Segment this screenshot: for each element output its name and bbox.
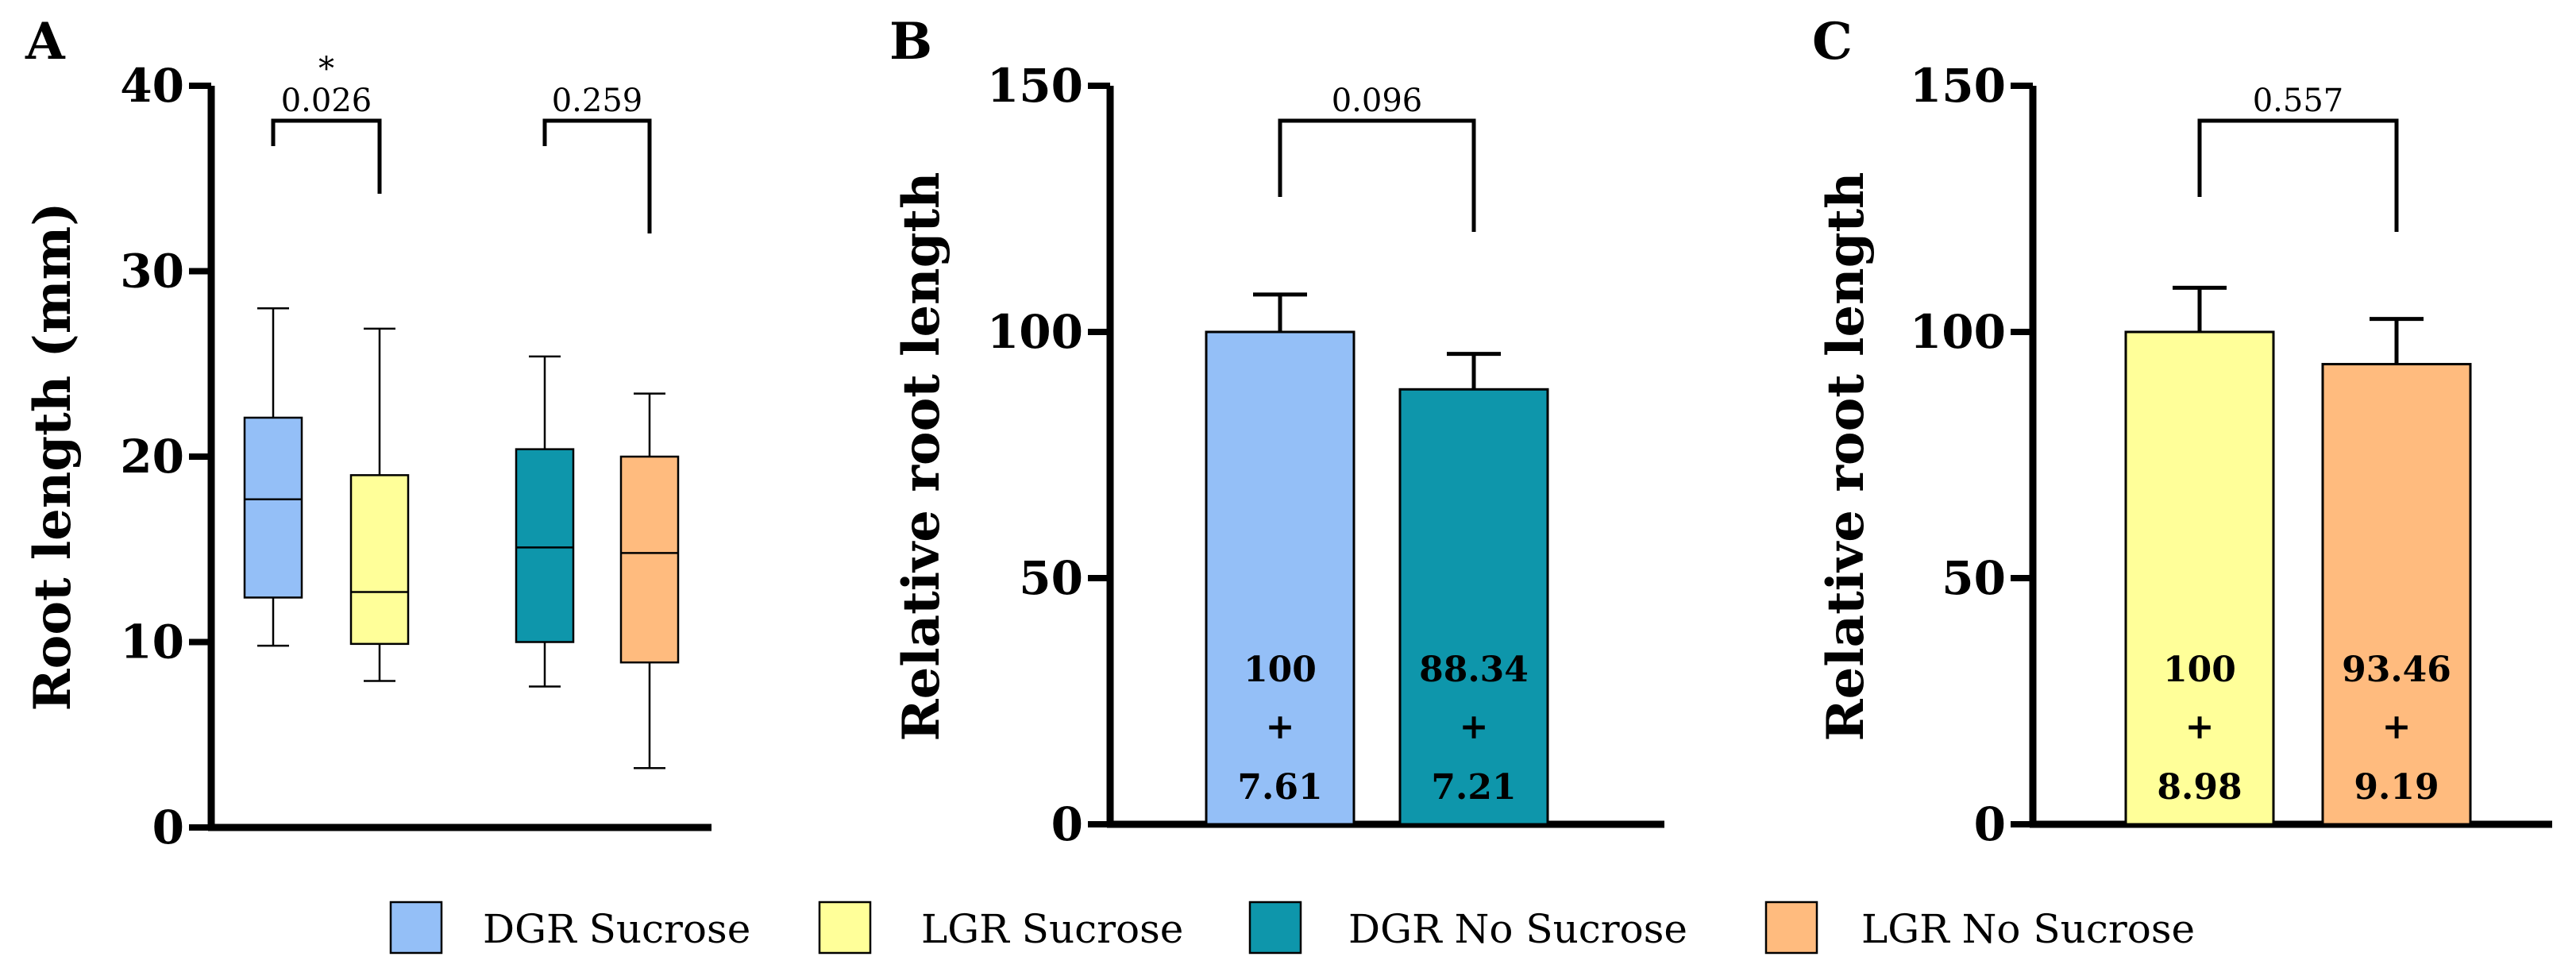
panel-a-y-axis-label: Root length (mm) (23, 202, 83, 711)
bar-value-label: 88.34 (1419, 650, 1529, 690)
legend-label-lgr-no-sucrose: LGR No Sucrose (1861, 906, 2195, 952)
panel-c-y-tick-label: 0 (1974, 797, 2006, 851)
legend-swatch-lgr-sucrose (818, 901, 872, 955)
significance-bracket (2197, 118, 2399, 232)
significance-bracket (1278, 118, 1476, 232)
p-value-label: 0.557 (2253, 83, 2344, 119)
legend-label-dgr-no-sucrose: DGR No Sucrose (1348, 906, 1687, 952)
panel-b-y-tick-label: 100 (987, 305, 1083, 359)
bar-value-label: 93.46 (2342, 650, 2451, 690)
panel-a: A Root length (mm) 0 10 20 30 40 0.026* 0.259 (23, 12, 711, 854)
bar-error-label: 7.61 (1237, 767, 1322, 808)
bar-lgr-no-sucrose (2321, 363, 2472, 826)
panel-c-y-tick-label: 150 (1910, 59, 2006, 113)
panel-b-y-tick-label: 150 (987, 59, 1083, 113)
p-value-label: 0.096 (1332, 83, 1423, 119)
bar-dgr-sucrose (1205, 330, 1355, 826)
bar-value-label: 100 (2163, 650, 2236, 690)
p-value-label: 0.026 (281, 83, 372, 119)
significance-bracket (271, 118, 382, 194)
panel-b-bars: 100 +7.61 88.34 +7.21 (1205, 292, 1549, 826)
panel-b-significance: 0.096 (1278, 83, 1476, 232)
bar-value-label: 100 (1244, 650, 1317, 690)
bar-lgr-sucrose (2124, 330, 2275, 826)
legend-label-lgr-sucrose: LGR Sucrose (921, 906, 1183, 952)
panel-c-letter: C (1812, 12, 1853, 71)
panel-b-letter: B (889, 12, 932, 71)
significance-star: * (318, 51, 334, 87)
bar-error-label: 7.21 (1431, 767, 1516, 808)
panel-a-boxes (243, 307, 680, 770)
panel-c-y-tick-label: 100 (1910, 305, 2006, 359)
panel-b-y-axis: 0 50 100 150 (987, 59, 1664, 851)
p-value-label: 0.259 (552, 83, 643, 119)
bar-error-label: 8.98 (2157, 767, 2242, 808)
panel-c-y-axis: 0 50 100 150 (1910, 59, 2552, 851)
panel-a-y-tick-label: 0 (152, 800, 184, 854)
box-dgr-sucrose (243, 416, 303, 599)
box-dgr-no-sucrose (515, 448, 575, 643)
legend: DGR Sucrose LGR Sucrose DGR No Sucrose L… (389, 901, 2195, 955)
panel-b-y-tick-label: 0 (1051, 797, 1083, 851)
panel-a-y-tick-label: 30 (120, 245, 184, 299)
significance-bracket (542, 118, 652, 233)
panel-a-y-axis: 0 10 20 30 40 (120, 59, 711, 854)
bar-value-sign: + (1460, 707, 1489, 747)
panel-a-y-tick-label: 20 (120, 430, 184, 484)
panel-a-letter: A (25, 12, 66, 71)
panel-c-significance: 0.557 (2197, 83, 2399, 232)
panel-c-bars: 100 +8.98 93.46 +9.19 (2124, 285, 2472, 826)
panel-c: C Relative root length 0 50 100 150 100 +8.9… (1812, 12, 2552, 851)
panel-b: B Relative root length 0 50 100 150 100 +7.6… (889, 12, 1664, 851)
legend-swatch-dgr-no-sucrose (1248, 901, 1302, 955)
box-lgr-sucrose (349, 474, 410, 646)
legend-swatch-dgr-sucrose (389, 901, 443, 955)
bar-value-sign: + (2382, 707, 2412, 747)
panel-a-y-tick-label: 10 (120, 615, 184, 669)
panel-b-y-axis-label: Relative root length (892, 172, 951, 741)
panel-a-y-tick-label: 40 (120, 59, 184, 113)
panel-b-y-tick-label: 50 (1019, 551, 1083, 605)
panel-c-y-axis-label: Relative root length (1816, 172, 1876, 741)
legend-swatch-lgr-no-sucrose (1764, 901, 1818, 955)
panel-c-y-tick-label: 50 (1942, 551, 2006, 605)
bar-error-label: 9.19 (2354, 767, 2439, 808)
bar-dgr-no-sucrose (1398, 388, 1549, 826)
bar-value-sign: + (2185, 707, 2215, 747)
box-lgr-no-sucrose (619, 455, 680, 664)
bar-value-sign: + (1266, 707, 1295, 747)
legend-label-dgr-sucrose: DGR Sucrose (483, 906, 750, 952)
panel-a-significance: 0.026* 0.259 (271, 51, 652, 233)
